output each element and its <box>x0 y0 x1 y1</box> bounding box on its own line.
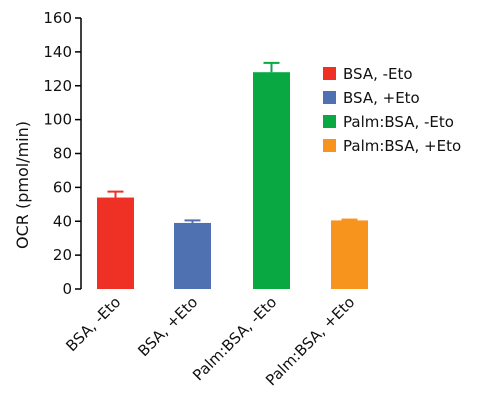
legend-swatch-0 <box>323 67 336 80</box>
y-tick-label-8: 160 <box>43 9 72 27</box>
x-tick-label-1: BSA, +Eto <box>134 293 201 360</box>
bar-0 <box>97 197 134 289</box>
y-tick-label-3: 60 <box>53 178 72 196</box>
y-tick-label-0: 0 <box>62 280 72 298</box>
y-axis-title: OCR (pmol/min) <box>13 121 32 249</box>
bar-3 <box>331 220 368 289</box>
y-tick-label-2: 40 <box>53 212 72 230</box>
bar-1 <box>174 222 211 289</box>
bar-2 <box>253 72 290 289</box>
legend-swatch-1 <box>323 91 336 104</box>
legend-label-2: Palm:BSA, -Eto <box>343 113 454 131</box>
legend-swatch-2 <box>323 115 336 128</box>
y-tick-label-4: 80 <box>53 145 72 163</box>
bars <box>97 61 368 289</box>
x-tick-label-0: BSA, -Eto <box>62 293 124 355</box>
y-tick-label-5: 100 <box>43 111 72 129</box>
legend-label-3: Palm:BSA, +Eto <box>343 137 461 155</box>
legend-swatch-3 <box>323 139 336 152</box>
x-tick-label-2: Palm:BSA, -Eto <box>189 293 280 384</box>
legend-label-1: BSA, +Eto <box>343 89 420 107</box>
legend-label-0: BSA, -Eto <box>343 65 413 83</box>
y-axis: 0 20 40 60 80 100 120 140 160 <box>43 9 82 298</box>
legend: BSA, -Eto BSA, +Eto Palm:BSA, -Eto Palm:BSA… <box>323 65 461 155</box>
y-tick-label-6: 120 <box>43 77 72 95</box>
y-tick-label-7: 140 <box>43 43 72 61</box>
y-tick-label-1: 20 <box>53 246 72 264</box>
